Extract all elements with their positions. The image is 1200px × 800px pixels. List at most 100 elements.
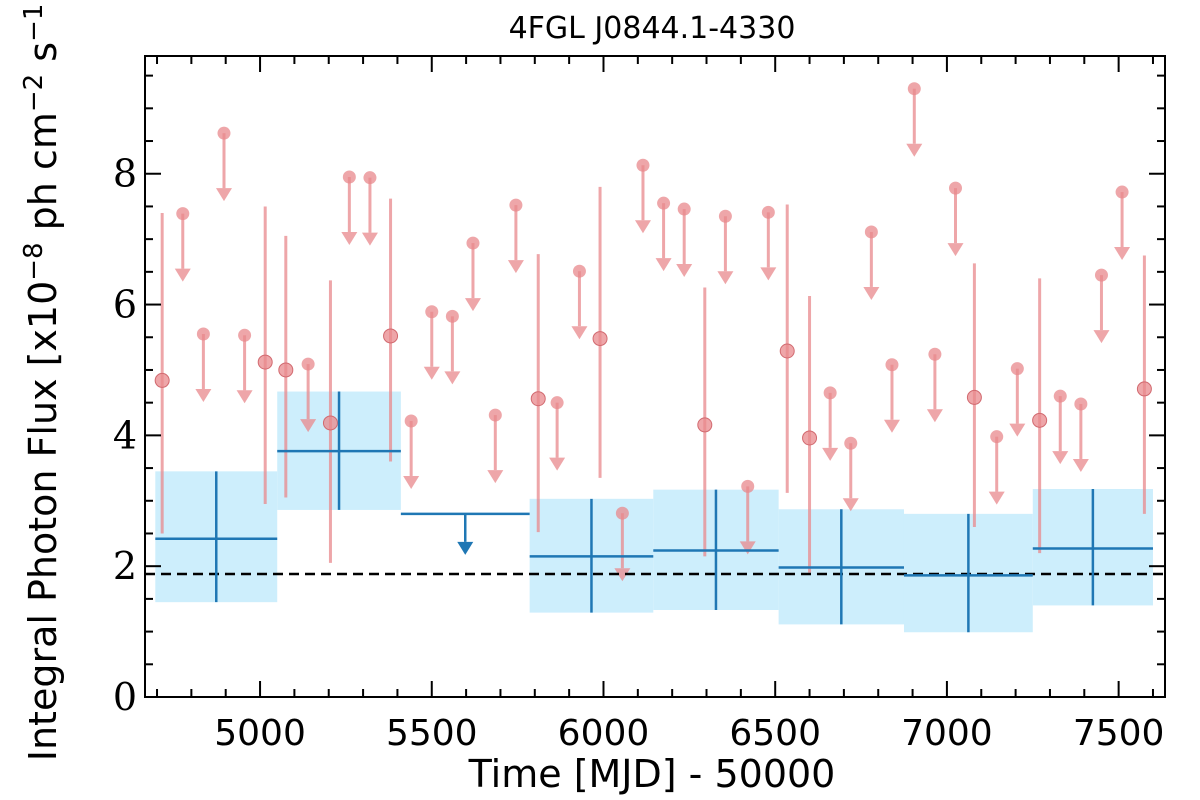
short-bin-upper-limit-point bbox=[907, 82, 921, 96]
short-bin-upper-limit-point bbox=[657, 196, 671, 210]
short-bin-upper-limit-point bbox=[342, 170, 356, 184]
short-bin-point bbox=[779, 343, 795, 359]
short-bin-upper-limit-point bbox=[572, 264, 586, 278]
short-bin-upper-limit-arrow bbox=[634, 220, 651, 234]
y-tick-label: 6 bbox=[113, 283, 137, 327]
short-bin-upper-limit-point bbox=[761, 205, 775, 219]
short-bin-upper-limit-point bbox=[1053, 389, 1067, 403]
short-bin-upper-limit-arrow bbox=[614, 568, 631, 582]
plot-frame bbox=[144, 55, 1166, 698]
y-axis-label: Integral Photon Flux [x10−8 ph cm−2 s−1] bbox=[19, 0, 65, 761]
short-bin-upper-limit-point bbox=[718, 209, 732, 223]
short-bin-upper-limit-arrow bbox=[361, 232, 378, 246]
short-bin-point bbox=[257, 354, 273, 370]
short-bin-upper-limit-point bbox=[636, 158, 650, 172]
short-bin-upper-limit-point bbox=[466, 236, 480, 250]
x-tick-label: 7000 bbox=[901, 713, 993, 754]
wide-bin-upper-limit-arrow bbox=[457, 541, 474, 555]
short-bin-point bbox=[278, 362, 294, 378]
y-axis-label-part2: ph cm bbox=[21, 112, 65, 242]
short-bin-upper-limit-point bbox=[425, 305, 439, 319]
y-axis-label-exp3: −1 bbox=[19, 4, 49, 42]
short-bin-upper-limit-arrow bbox=[215, 188, 232, 202]
x-tick-label: 6000 bbox=[558, 713, 650, 754]
y-axis-label-exp1: −8 bbox=[19, 242, 49, 280]
short-bin-upper-limit-arrow bbox=[988, 491, 1005, 505]
short-bin-upper-limit-point bbox=[301, 357, 315, 371]
wide-bin-error-bands bbox=[155, 391, 1153, 633]
short-bin-upper-limit-arrow bbox=[676, 264, 693, 278]
short-bin-upper-limit-point bbox=[550, 396, 564, 410]
short-bin-upper-limit-arrow bbox=[1093, 330, 1110, 344]
short-bin-upper-limit-point bbox=[615, 506, 629, 520]
short-bin-upper-limit-arrow bbox=[760, 267, 777, 281]
short-bin-point bbox=[383, 328, 399, 344]
short-bin-upper-limit-arrow bbox=[1052, 451, 1069, 465]
short-bin-upper-limit-point bbox=[217, 126, 231, 140]
x-tick-label: 6500 bbox=[729, 713, 821, 754]
x-axis-label: Time [MJD] - 50000 bbox=[468, 752, 836, 796]
short-bin-upper-limit-arrow bbox=[507, 260, 524, 274]
y-axis-label-part1: Integral Photon Flux [x10 bbox=[21, 281, 65, 762]
short-bin-upper-limit-point bbox=[509, 198, 523, 212]
short-bin-upper-limit-arrow bbox=[926, 409, 943, 423]
short-bin-upper-limit-point bbox=[488, 408, 502, 422]
short-bin-upper-limit-point bbox=[844, 436, 858, 450]
short-bin-point bbox=[1136, 381, 1152, 397]
short-bin-upper-limit-point bbox=[1115, 185, 1129, 199]
short-bin-point bbox=[697, 417, 713, 433]
short-bin-upper-limit-point bbox=[885, 358, 899, 372]
short-bin-upper-limit-point bbox=[823, 386, 837, 400]
short-bin-upper-limit-point bbox=[1010, 362, 1024, 376]
short-bin-upper-limit-arrow bbox=[174, 268, 191, 282]
short-bin-upper-limit-arrow bbox=[739, 541, 756, 555]
short-bin-upper-limit-arrow bbox=[863, 286, 880, 300]
short-bin-upper-limit-arrow bbox=[1114, 247, 1131, 261]
tick-labels: 5000 5500 6000 6500 7000 7500 0 2 4 6 8 bbox=[113, 152, 1165, 754]
short-bin-upper-limit-point bbox=[741, 479, 755, 493]
short-bin-point bbox=[1032, 412, 1048, 428]
short-bin-point bbox=[322, 415, 338, 431]
short-bin-upper-limit-arrow bbox=[822, 447, 839, 461]
y-tick-label: 0 bbox=[113, 675, 137, 719]
short-bin-series bbox=[154, 82, 1152, 582]
short-bin-upper-limit-point bbox=[928, 347, 942, 361]
short-bin-upper-limit-arrow bbox=[571, 326, 588, 340]
short-bin-upper-limit-point bbox=[445, 309, 459, 323]
short-bin-point bbox=[966, 389, 982, 405]
chart-title: 4FGL J0844.1-4330 bbox=[509, 11, 796, 46]
short-bin-upper-limit-point bbox=[196, 327, 210, 341]
y-tick-label: 2 bbox=[113, 544, 137, 588]
short-bin-upper-limit-point bbox=[949, 181, 963, 195]
short-bin-upper-limit-arrow bbox=[655, 258, 672, 272]
short-bin-point bbox=[154, 372, 170, 388]
short-bin-upper-limit-point bbox=[404, 414, 418, 428]
short-bin-upper-limit-arrow bbox=[444, 371, 461, 385]
short-bin-upper-limit-arrow bbox=[423, 366, 440, 380]
short-bin-upper-limit-arrow bbox=[341, 232, 358, 246]
x-tick-label: 7500 bbox=[1073, 713, 1165, 754]
short-bin-upper-limit-point bbox=[864, 225, 878, 239]
short-bin-upper-limit-arrow bbox=[1009, 423, 1026, 437]
short-bin-upper-limit-arrow bbox=[464, 298, 481, 312]
short-bin-upper-limit-arrow bbox=[842, 498, 859, 512]
x-tick-label: 5000 bbox=[214, 713, 306, 754]
short-bin-upper-limit-arrow bbox=[236, 390, 253, 404]
x-tick-label: 5500 bbox=[386, 713, 478, 754]
short-bin-upper-limit-arrow bbox=[883, 419, 900, 433]
y-axis-label-exp2: −2 bbox=[19, 74, 49, 112]
short-bin-upper-limit-arrow bbox=[403, 475, 420, 489]
short-bin-point bbox=[802, 430, 818, 446]
short-bin-upper-limit-arrow bbox=[487, 470, 504, 484]
short-bin-upper-limit-point bbox=[1094, 268, 1108, 282]
short-bin-upper-limit-arrow bbox=[195, 388, 212, 402]
short-bin-upper-limit-arrow bbox=[1072, 458, 1089, 472]
short-bin-point bbox=[530, 391, 546, 407]
short-bin-upper-limit-arrow bbox=[947, 243, 964, 257]
short-bin-upper-limit-arrow bbox=[300, 419, 317, 433]
short-bin-upper-limit-point bbox=[677, 202, 691, 216]
short-bin-upper-limit-point bbox=[238, 328, 252, 342]
short-bin-upper-limit-arrow bbox=[549, 457, 566, 471]
y-tick-label: 8 bbox=[113, 152, 137, 196]
